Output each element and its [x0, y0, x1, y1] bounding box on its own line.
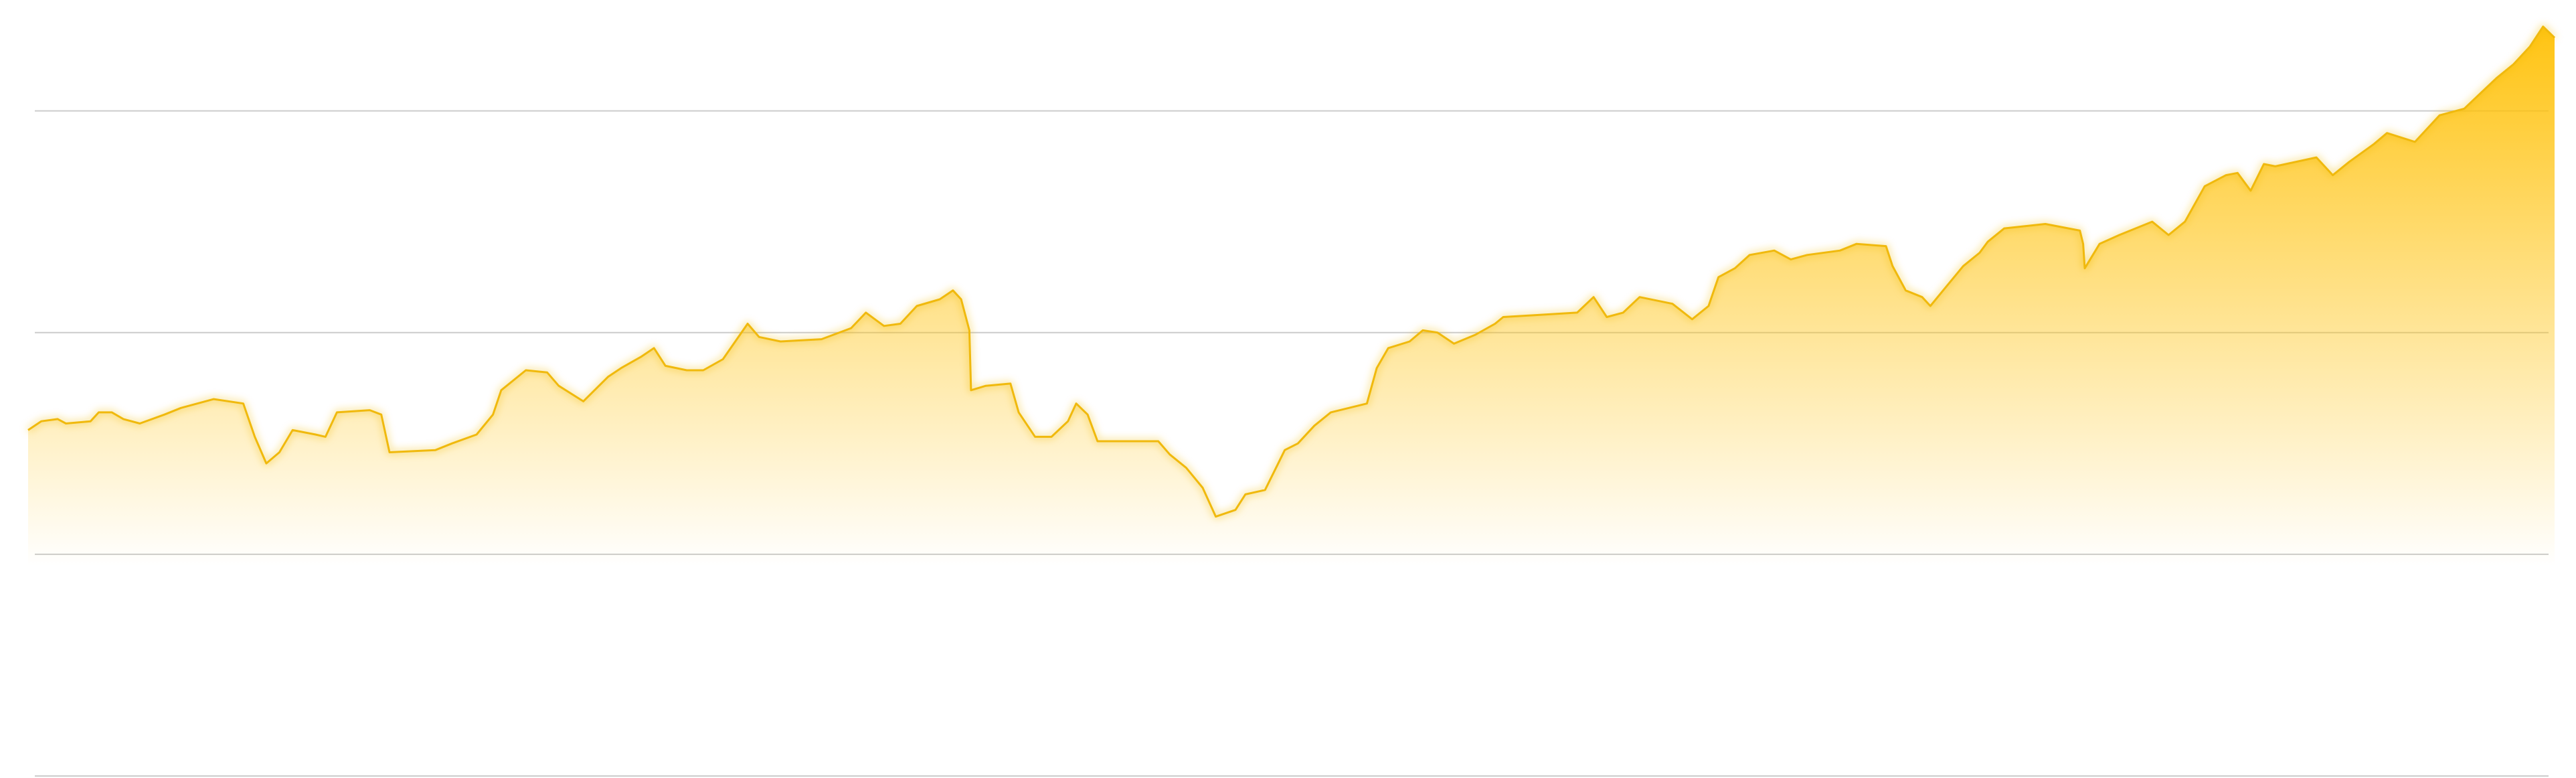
area-line	[27, 25, 2556, 518]
area-fill	[28, 26, 2555, 777]
